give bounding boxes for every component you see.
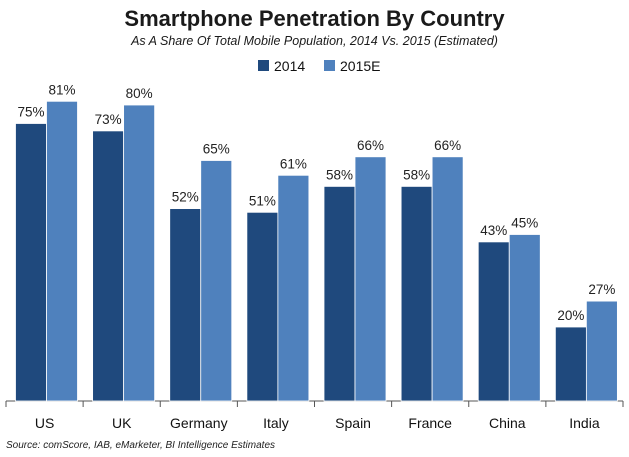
category-label-spain: Spain: [335, 415, 371, 431]
source-note: Source: comScore, IAB, eMarketer, BI Int…: [6, 440, 276, 451]
category-label-us: US: [35, 415, 54, 431]
category-label-china: China: [489, 415, 526, 431]
data-label: 58%: [403, 167, 430, 182]
bar-2014-france: [400, 185, 433, 402]
bar-2015e-uk: [123, 104, 156, 402]
data-label: 73%: [95, 112, 122, 127]
legend-label: 2014: [274, 58, 305, 74]
bar-2015e-germany: [200, 160, 233, 402]
chart-title: Smartphone Penetration By Country: [124, 6, 505, 31]
data-label: 52%: [172, 190, 199, 205]
bar-2014-us: [15, 123, 47, 402]
data-label: 65%: [203, 142, 230, 157]
data-label: 43%: [480, 223, 507, 238]
bar-2015e-france: [431, 156, 464, 402]
category-label-uk: UK: [112, 415, 132, 431]
data-label: 51%: [249, 193, 276, 208]
bar-2015e-india: [585, 300, 618, 402]
legend-label: 2015E: [340, 58, 380, 74]
data-label: 58%: [326, 167, 353, 182]
bar-2015e-italy: [277, 174, 310, 402]
chart-subtitle: As A Share Of Total Mobile Population, 2…: [131, 34, 498, 48]
data-label: 80%: [126, 86, 153, 101]
category-label-germany: Germany: [170, 415, 228, 431]
data-label: 27%: [588, 282, 615, 297]
bar-2015e-spain: [354, 156, 387, 402]
legend-swatch: [258, 60, 269, 71]
category-label-india: India: [569, 415, 600, 431]
bar-2014-germany: [169, 208, 202, 402]
data-label: 20%: [557, 308, 584, 323]
data-label: 45%: [511, 216, 538, 231]
category-label-italy: Italy: [263, 415, 289, 431]
bar-2014-italy: [246, 211, 279, 402]
bar-2015e-china: [508, 234, 541, 402]
category-label-france: France: [408, 415, 452, 431]
bar-2014-china: [477, 241, 510, 402]
data-label: 66%: [357, 138, 384, 153]
data-label: 81%: [48, 82, 75, 97]
data-label: 75%: [17, 105, 44, 120]
bar-2014-uk: [92, 130, 125, 402]
legend-swatch: [324, 60, 335, 71]
bar-2014-india: [554, 326, 587, 402]
data-label: 61%: [280, 156, 307, 171]
bar-2014-spain: [323, 185, 356, 402]
data-label: 66%: [434, 138, 461, 153]
bar-2015e-us: [46, 100, 78, 402]
